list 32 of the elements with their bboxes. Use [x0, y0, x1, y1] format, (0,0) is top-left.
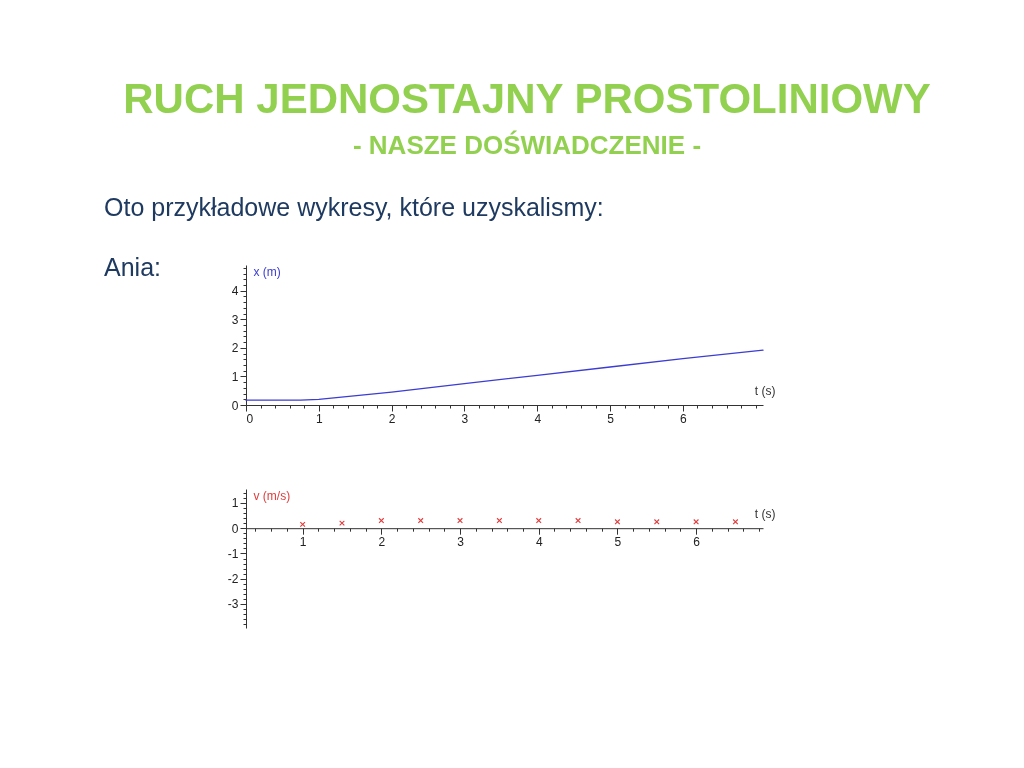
y-tick-label: 0	[231, 398, 239, 413]
chart-title: RUCH JEDNOSTAJNY PROSTOLINIOWY	[123, 75, 931, 122]
y-axis-title: v (m/s)	[253, 488, 291, 503]
x-axis-title: t (s)	[754, 506, 776, 521]
x-tick-label: 2	[378, 534, 386, 549]
y-tick-label: 1	[231, 496, 239, 511]
y-tick-label: 4	[231, 284, 239, 299]
x-tick-label: 2	[388, 411, 396, 426]
y-tick-label: 3	[231, 312, 239, 327]
x-tick-label: 4	[535, 534, 543, 549]
x-tick-label: 5	[607, 411, 615, 426]
y-tick-label: -3	[227, 597, 239, 612]
x-axis-title: t (s)	[754, 383, 776, 398]
y-axis-title: x (m)	[253, 264, 281, 279]
y-tick-label: 0	[231, 521, 239, 536]
x-tick-label: 6	[680, 411, 688, 426]
text: Oto przykładowe wykresy, które uzyskalismy:	[104, 193, 604, 221]
chart-subtitle: - NASZE DOŚWIADCZENIE -	[352, 130, 702, 160]
line-series	[245, 349, 764, 401]
x-tick-label: 3	[457, 534, 465, 549]
y-tick-label: -2	[227, 572, 239, 587]
y-tick-label: 1	[231, 369, 239, 384]
x-tick-label: 6	[693, 534, 701, 549]
x-tick-label: 5	[614, 534, 622, 549]
y-tick-label: 2	[231, 341, 239, 356]
y-tick-label: -1	[227, 546, 239, 561]
x-tick-label: 0	[246, 411, 254, 426]
x-tick-label: 3	[461, 411, 469, 426]
x-tick-label: 1	[315, 411, 323, 426]
x-tick-label: 1	[299, 534, 307, 549]
x-tick-label: 4	[534, 411, 542, 426]
text: Ania:	[104, 253, 161, 281]
